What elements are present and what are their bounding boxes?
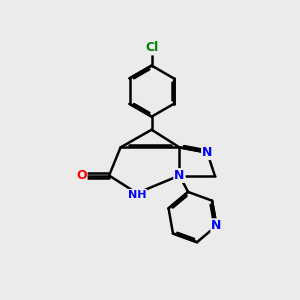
Text: O: O [76, 169, 87, 182]
Text: NH: NH [128, 190, 146, 200]
Text: Cl: Cl [145, 41, 158, 54]
Text: N: N [202, 146, 212, 159]
Text: N: N [211, 219, 222, 232]
Text: N: N [174, 169, 184, 182]
